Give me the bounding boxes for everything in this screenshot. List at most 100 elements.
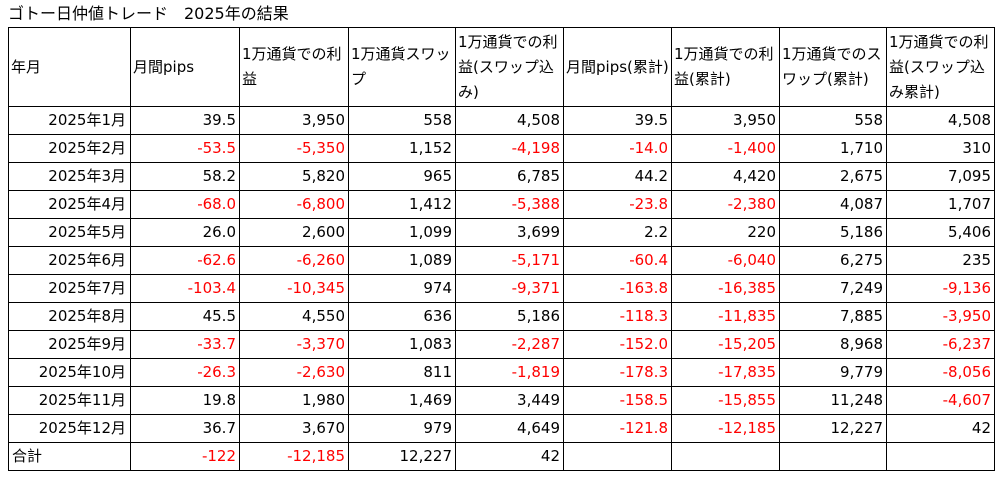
table-row: 2025年7月 -103.4 -10,345 974 -9,371 -163.8 -16,3… [8,274,995,303]
table-cell: 44.2 [563,162,672,191]
table-cell: 3,699 [455,218,564,247]
table-cell: -11,835 [671,302,780,331]
table-cell: -60.4 [563,246,672,275]
table-cell: -2,287 [455,330,564,359]
table-cell: 1,707 [886,190,995,219]
table-cell: -4,198 [455,134,564,163]
total-row: 合計 -122 -12,185 12,227 42 [8,442,995,471]
table-cell: 2,675 [779,162,887,191]
column-header-profit-with-swap: 1万通貨での利益(スワップ込み) [455,27,564,107]
table-cell: -178.3 [563,358,672,387]
column-header-swap-10k: 1万通貨スワップ [348,27,456,107]
table-cell: 12,227 [779,414,887,443]
table-cell: 11,248 [779,386,887,415]
table-cell: -62.6 [130,246,240,275]
row-label-month: 2025年10月 [8,358,131,387]
table-cell: 979 [348,414,456,443]
table-cell: -9,371 [455,274,564,303]
table-cell: -163.8 [563,274,672,303]
table-cell: 5,820 [239,162,349,191]
table-cell: 974 [348,274,456,303]
table-cell: -2,380 [671,190,780,219]
table-cell: 4,508 [455,106,564,135]
table-cell: 2.2 [563,218,672,247]
table-cell: -2,630 [239,358,349,387]
table-cell: 39.5 [563,106,672,135]
table-row: 2025年5月 26.0 2,600 1,099 3,699 2.2 220 5,186 5,4… [8,218,995,247]
row-label-month: 2025年6月 [8,246,131,275]
table-cell: -4,607 [886,386,995,415]
table-cell: -6,040 [671,246,780,275]
table-row: 2025年12月 36.7 3,670 979 4,649 -121.8 -12,185 12… [8,414,995,443]
table-cell: -1,400 [671,134,780,163]
table-cell: -3,950 [886,302,995,331]
table-cell: -122 [130,442,240,471]
table-cell: -15,205 [671,330,780,359]
row-label-month: 2025年3月 [8,162,131,191]
table-cell: 1,980 [239,386,349,415]
table-cell: -121.8 [563,414,672,443]
header-row: 年月 月間pips 1万通貨での利益 1万通貨スワップ 1万通貨での利益(スワッ… [8,27,995,107]
column-header-cumulative-profit: 1万通貨での利益(累計) [671,27,780,107]
table-cell [671,442,780,471]
table-cell: -152.0 [563,330,672,359]
column-header-profit-10k: 1万通貨での利益 [239,27,349,107]
table-cell: 4,420 [671,162,780,191]
table-cell: 220 [671,218,780,247]
table-cell: 4,649 [455,414,564,443]
table-cell: -33.7 [130,330,240,359]
row-label-month: 2025年1月 [8,106,131,135]
table-cell: 3,950 [671,106,780,135]
table-cell: -3,370 [239,330,349,359]
column-header-cumulative-pips: 月間pips(累計) [563,27,672,107]
table-cell: 636 [348,302,456,331]
table-cell: -5,350 [239,134,349,163]
row-label-month: 2025年12月 [8,414,131,443]
table-row: 2025年1月 39.5 3,950 558 4,508 39.5 3,950 558 4,50… [8,106,995,135]
table-cell: 12,227 [348,442,456,471]
table-row: 2025年9月 -33.7 -3,370 1,083 -2,287 -152.0 -15,2… [8,330,995,359]
table-cell: -23.8 [563,190,672,219]
table-cell [779,442,887,471]
table-row: 2025年8月 45.5 4,550 636 5,186 -118.3 -11,835 7,8… [8,302,995,331]
table-cell: -16,385 [671,274,780,303]
table-cell: -10,345 [239,274,349,303]
table-row: 2025年10月 -26.3 -2,630 811 -1,819 -178.3 -17,83… [8,358,995,387]
table-row: 2025年11月 19.8 1,980 1,469 3,449 -158.5 -15,855… [8,386,995,415]
table-cell: 1,099 [348,218,456,247]
table-cell: -118.3 [563,302,672,331]
table-cell: 8,968 [779,330,887,359]
table-cell: -26.3 [130,358,240,387]
table-cell: -17,835 [671,358,780,387]
table-cell: 42 [886,414,995,443]
table-cell: -68.0 [130,190,240,219]
table-cell: -6,800 [239,190,349,219]
table-cell: -1,819 [455,358,564,387]
table-cell: 42 [455,442,564,471]
table-cell: -8,056 [886,358,995,387]
table-cell: 2,600 [239,218,349,247]
table-cell: 811 [348,358,456,387]
table-cell: 3,950 [239,106,349,135]
table-cell [886,442,995,471]
table-cell: -158.5 [563,386,672,415]
table-cell: 19.8 [130,386,240,415]
table-cell [563,442,672,471]
table-cell: 4,550 [239,302,349,331]
table-cell: 1,412 [348,190,456,219]
table-cell: 5,186 [779,218,887,247]
table-cell: 1,083 [348,330,456,359]
table-cell: 36.7 [130,414,240,443]
table-cell: 3,670 [239,414,349,443]
table-cell: 26.0 [130,218,240,247]
row-label-month: 2025年11月 [8,386,131,415]
table-cell: 5,406 [886,218,995,247]
row-label-month: 2025年9月 [8,330,131,359]
table-cell: -5,171 [455,246,564,275]
table-cell: -5,388 [455,190,564,219]
column-header-cumulative-swap: 1万通貨でのスワップ(累計) [779,27,887,107]
table-row: 2025年4月 -68.0 -6,800 1,412 -5,388 -23.8 -2,380… [8,190,995,219]
table-cell: 558 [779,106,887,135]
table-cell: 6,275 [779,246,887,275]
row-label-month: 2025年2月 [8,134,131,163]
